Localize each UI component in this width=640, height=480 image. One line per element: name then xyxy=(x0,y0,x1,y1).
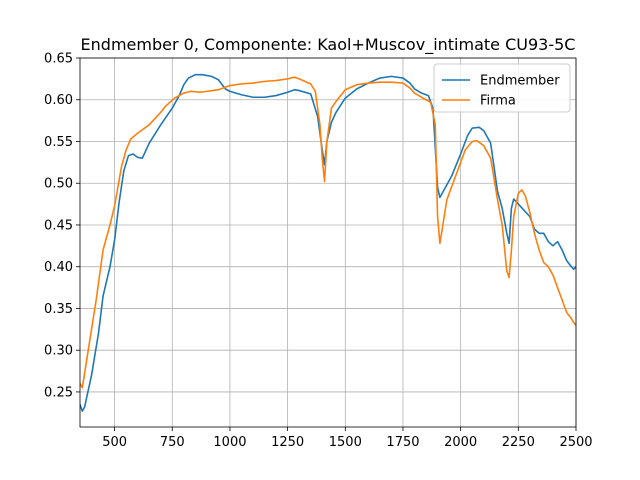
x-tick-label: 2000 xyxy=(444,435,477,450)
y-tick-label: 0.55 xyxy=(44,135,73,150)
series-line-endmember xyxy=(80,73,576,412)
y-tick-label: 0.45 xyxy=(44,218,73,233)
legend: Endmember Firma xyxy=(433,63,571,113)
series-lines xyxy=(80,73,576,412)
y-tick-label: 0.30 xyxy=(44,344,73,359)
y-axis-ticks: 0.25 0.30 0.35 0.40 0.45 0.50 0.55 0.60 0.65 xyxy=(44,52,80,400)
legend-label: Endmember xyxy=(480,74,560,89)
chart-title: Endmember 0, Componente: Kaol+Muscov_int… xyxy=(81,35,576,55)
plot-frame xyxy=(79,57,577,428)
y-tick-label: 0.50 xyxy=(44,177,73,192)
x-tick-label: 1750 xyxy=(386,435,419,450)
y-tick-label: 0.60 xyxy=(44,93,73,108)
y-tick-label: 0.40 xyxy=(44,260,73,275)
y-tick-label: 0.65 xyxy=(44,52,73,67)
x-tick-label: 500 xyxy=(102,435,127,450)
x-axis-ticks: 500 750 1000 1250 1500 1750 2000 2250 2500 xyxy=(102,427,593,450)
x-tick-label: 750 xyxy=(160,435,185,450)
x-tick-label: 2250 xyxy=(502,435,535,450)
x-tick-label: 2500 xyxy=(559,435,592,450)
y-tick-label: 0.25 xyxy=(44,385,73,400)
legend-label: Firma xyxy=(480,94,516,109)
y-tick-label: 0.35 xyxy=(44,302,73,317)
plot-area xyxy=(80,58,576,427)
x-tick-label: 1500 xyxy=(329,435,362,450)
x-tick-label: 1250 xyxy=(271,435,304,450)
x-tick-label: 1000 xyxy=(213,435,246,450)
series-line-firma xyxy=(80,76,576,389)
